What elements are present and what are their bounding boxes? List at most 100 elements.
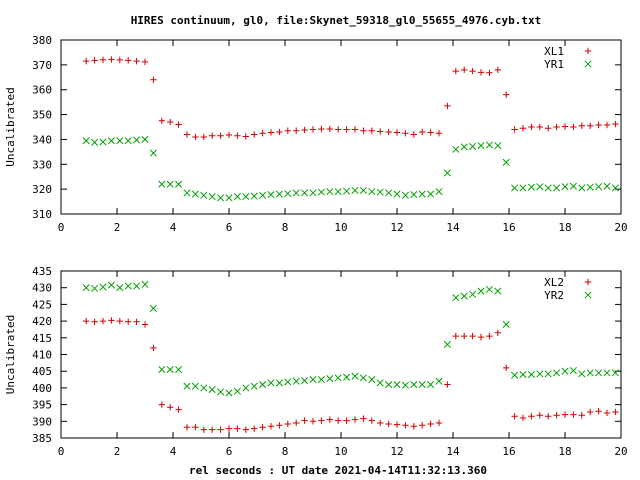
x-tick-label: 10	[334, 445, 347, 458]
data-point	[511, 184, 519, 192]
x-tick-label: 12	[390, 221, 403, 234]
data-point	[368, 127, 375, 134]
data-point	[536, 370, 544, 378]
data-point	[233, 193, 241, 201]
data-point	[217, 426, 224, 433]
y-tick-label: 330	[32, 158, 52, 171]
x-tick-label: 8	[282, 445, 289, 458]
y-tick-label: 350	[32, 109, 52, 122]
y-tick-label: 370	[32, 59, 52, 72]
legend-label: YR2	[544, 289, 564, 302]
data-point	[191, 382, 199, 390]
data-point	[536, 183, 544, 191]
data-point	[536, 123, 543, 131]
x-tick-label: 20	[614, 445, 627, 458]
data-point	[209, 132, 216, 139]
data-point	[99, 317, 107, 325]
data-point	[267, 129, 275, 136]
data-point	[477, 69, 485, 76]
data-point	[133, 318, 140, 325]
data-point	[536, 412, 543, 419]
data-point	[99, 56, 107, 64]
data-point	[359, 186, 367, 194]
data-point	[502, 320, 510, 328]
data-point	[293, 127, 300, 134]
x-tick-label: 0	[58, 445, 65, 458]
data-point	[443, 340, 451, 349]
data-point	[527, 183, 535, 191]
data-point	[435, 188, 443, 196]
data-point	[242, 133, 249, 140]
data-point	[234, 425, 241, 432]
data-point	[267, 191, 275, 199]
data-point	[587, 122, 594, 129]
data-point	[91, 138, 99, 146]
data-point	[292, 189, 300, 197]
data-point	[452, 67, 459, 75]
data-point	[326, 125, 333, 133]
data-point	[334, 188, 342, 196]
data-point	[561, 411, 569, 418]
data-point	[91, 57, 98, 64]
data-point	[318, 417, 325, 424]
data-point	[486, 69, 493, 77]
data-point	[595, 183, 603, 191]
y-tick-label: 380	[32, 34, 52, 47]
x-tick-label: 18	[558, 221, 571, 234]
x-tick-label: 12	[390, 445, 403, 458]
y-tick-label: 385	[32, 432, 52, 445]
data-point	[351, 126, 359, 133]
data-point	[284, 420, 291, 428]
data-point	[141, 58, 149, 66]
chart-title: HIRES continuum, gl0, file:Skynet_59318_…	[131, 14, 542, 27]
data-point	[435, 130, 443, 137]
legend-marker	[584, 47, 592, 55]
data-point	[486, 332, 493, 340]
data-point	[401, 381, 409, 389]
data-point	[116, 137, 124, 145]
data-point	[343, 373, 351, 381]
data-point	[410, 191, 418, 199]
series-xl1	[83, 56, 619, 141]
data-point	[360, 127, 367, 134]
data-point	[544, 184, 552, 192]
data-point	[452, 294, 460, 302]
data-point	[477, 142, 485, 150]
data-point	[528, 123, 535, 131]
data-point	[410, 381, 418, 389]
x-tick-label: 20	[614, 221, 627, 234]
data-point	[267, 423, 275, 430]
data-point	[461, 332, 468, 340]
data-point	[200, 191, 208, 199]
data-point	[167, 404, 174, 411]
data-point	[603, 182, 611, 190]
data-point	[603, 369, 611, 377]
data-point	[233, 387, 241, 395]
data-point	[545, 413, 552, 420]
data-point	[485, 285, 493, 293]
data-point	[502, 158, 510, 166]
data-point	[225, 194, 233, 202]
data-point	[503, 364, 510, 372]
y-tick-label: 320	[32, 183, 52, 196]
data-point	[334, 374, 342, 382]
data-point	[427, 129, 434, 136]
data-point	[494, 287, 502, 295]
plot-frame	[60, 39, 622, 215]
data-point	[561, 367, 569, 375]
x-tick-label: 10	[334, 221, 347, 234]
data-point	[326, 374, 334, 383]
data-point	[376, 188, 384, 196]
data-point	[200, 133, 207, 141]
data-point	[385, 420, 392, 428]
data-point	[435, 419, 443, 427]
data-point	[511, 371, 519, 379]
legend-label: XL1	[544, 45, 564, 58]
data-point	[217, 132, 224, 139]
series-xl2	[83, 317, 619, 433]
data-point	[251, 131, 258, 138]
data-point	[452, 145, 460, 153]
y-tick-label: 310	[32, 208, 52, 221]
data-point	[570, 123, 577, 131]
data-point	[553, 369, 561, 377]
